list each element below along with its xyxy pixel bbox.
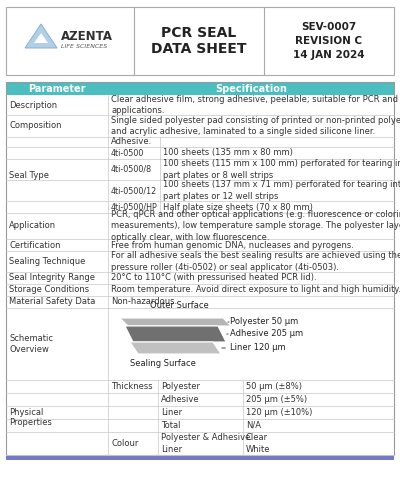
Text: Parameter: Parameter (28, 84, 86, 94)
Text: Clear
White: Clear White (246, 434, 270, 454)
Polygon shape (34, 33, 48, 43)
Text: DATA SHEET: DATA SHEET (151, 42, 247, 56)
Text: Thickness: Thickness (111, 382, 153, 391)
Text: SEV-0007: SEV-0007 (301, 22, 357, 32)
Text: Clear adhesive film, strong adhesive, peelable; suitable for PCR and optical
app: Clear adhesive film, strong adhesive, pe… (111, 95, 400, 115)
Text: Description: Description (9, 100, 57, 110)
Text: 4ti-0500/8: 4ti-0500/8 (111, 165, 152, 174)
Polygon shape (25, 24, 57, 48)
Polygon shape (125, 326, 226, 342)
Text: Single sided polyester pad consisting of printed or non-printed polyester film
a: Single sided polyester pad consisting of… (111, 116, 400, 136)
Text: Seal Type: Seal Type (9, 170, 49, 179)
Text: Adhesive.: Adhesive. (111, 138, 152, 146)
Text: Sealing Surface: Sealing Surface (130, 359, 196, 368)
Text: Composition: Composition (9, 122, 62, 130)
Text: Polyester & Adhesive
Liner: Polyester & Adhesive Liner (161, 434, 250, 454)
Text: 4ti-0500/HP: 4ti-0500/HP (111, 202, 158, 211)
Text: Adhesive: Adhesive (161, 395, 200, 404)
Text: LIFE SCIENCES: LIFE SCIENCES (61, 44, 107, 49)
Polygon shape (120, 318, 231, 326)
Bar (6, 456, 394, 460)
Bar (6, 7, 394, 75)
Text: Storage Conditions: Storage Conditions (9, 286, 89, 294)
Text: PCR SEAL: PCR SEAL (161, 26, 237, 40)
Text: For all adhesive seals the best sealing results are achieved using the hand-held: For all adhesive seals the best sealing … (111, 252, 400, 272)
Text: 20°C to 110°C (with pressurised heated PCR lid).: 20°C to 110°C (with pressurised heated P… (111, 274, 317, 282)
Text: 100 sheets (115 mm x 100 mm) perforated for tearing into
part plates or 8 well s: 100 sheets (115 mm x 100 mm) perforated … (163, 160, 400, 180)
Polygon shape (130, 342, 221, 354)
Text: Schematic
Overview: Schematic Overview (9, 334, 53, 353)
Text: 50 μm (±8%): 50 μm (±8%) (246, 382, 302, 391)
Text: 100 sheets (135 mm x 80 mm): 100 sheets (135 mm x 80 mm) (163, 148, 293, 158)
Text: REVISION C: REVISION C (296, 36, 362, 46)
Text: Material Safety Data: Material Safety Data (9, 298, 95, 306)
Text: 4ti-0500: 4ti-0500 (111, 148, 144, 158)
Text: Liner: Liner (161, 408, 182, 417)
Text: 205 μm (±5%): 205 μm (±5%) (246, 395, 307, 404)
Text: Non-hazardous.: Non-hazardous. (111, 298, 177, 306)
Text: Outer Surface: Outer Surface (150, 301, 209, 310)
Bar (6, 82, 394, 455)
Text: 14 JAN 2024: 14 JAN 2024 (293, 50, 365, 60)
Text: 120 μm (±10%): 120 μm (±10%) (246, 408, 312, 417)
Text: 100 sheets (137 mm x 71 mm) perforated for tearing into
part plates or 12 well s: 100 sheets (137 mm x 71 mm) perforated f… (163, 180, 400, 201)
Text: Room temperature. Avoid direct exposure to light and high humidity.: Room temperature. Avoid direct exposure … (111, 286, 400, 294)
Text: AZENTA: AZENTA (61, 30, 113, 43)
Text: Application: Application (9, 222, 56, 230)
Text: Specification: Specification (215, 84, 287, 94)
Text: Sealing Technique: Sealing Technique (9, 257, 85, 266)
Text: Free from human genomic DNA, nucleases and pyrogens.: Free from human genomic DNA, nucleases a… (111, 240, 354, 250)
Text: Colour: Colour (111, 439, 138, 448)
Text: Seal Integrity Range: Seal Integrity Range (9, 274, 95, 282)
Text: Polyester: Polyester (161, 382, 200, 391)
Text: 4ti-0500/12: 4ti-0500/12 (111, 186, 157, 195)
Text: Total: Total (161, 421, 180, 430)
Text: Physical
Properties: Physical Properties (9, 408, 52, 427)
Text: Certification: Certification (9, 240, 60, 250)
Text: Adhesive 205 μm: Adhesive 205 μm (230, 330, 303, 338)
Text: Half plate size sheets (70 x 80 mm): Half plate size sheets (70 x 80 mm) (163, 202, 313, 211)
Bar (6, 82, 394, 95)
Text: N/A: N/A (246, 421, 261, 430)
Text: PCR, qPCR and other optical applications (e.g. fluorescence or colorimetric
meas: PCR, qPCR and other optical applications… (111, 210, 400, 242)
Text: Liner 120 μm: Liner 120 μm (230, 344, 286, 352)
Text: Polyester 50 μm: Polyester 50 μm (230, 318, 298, 326)
